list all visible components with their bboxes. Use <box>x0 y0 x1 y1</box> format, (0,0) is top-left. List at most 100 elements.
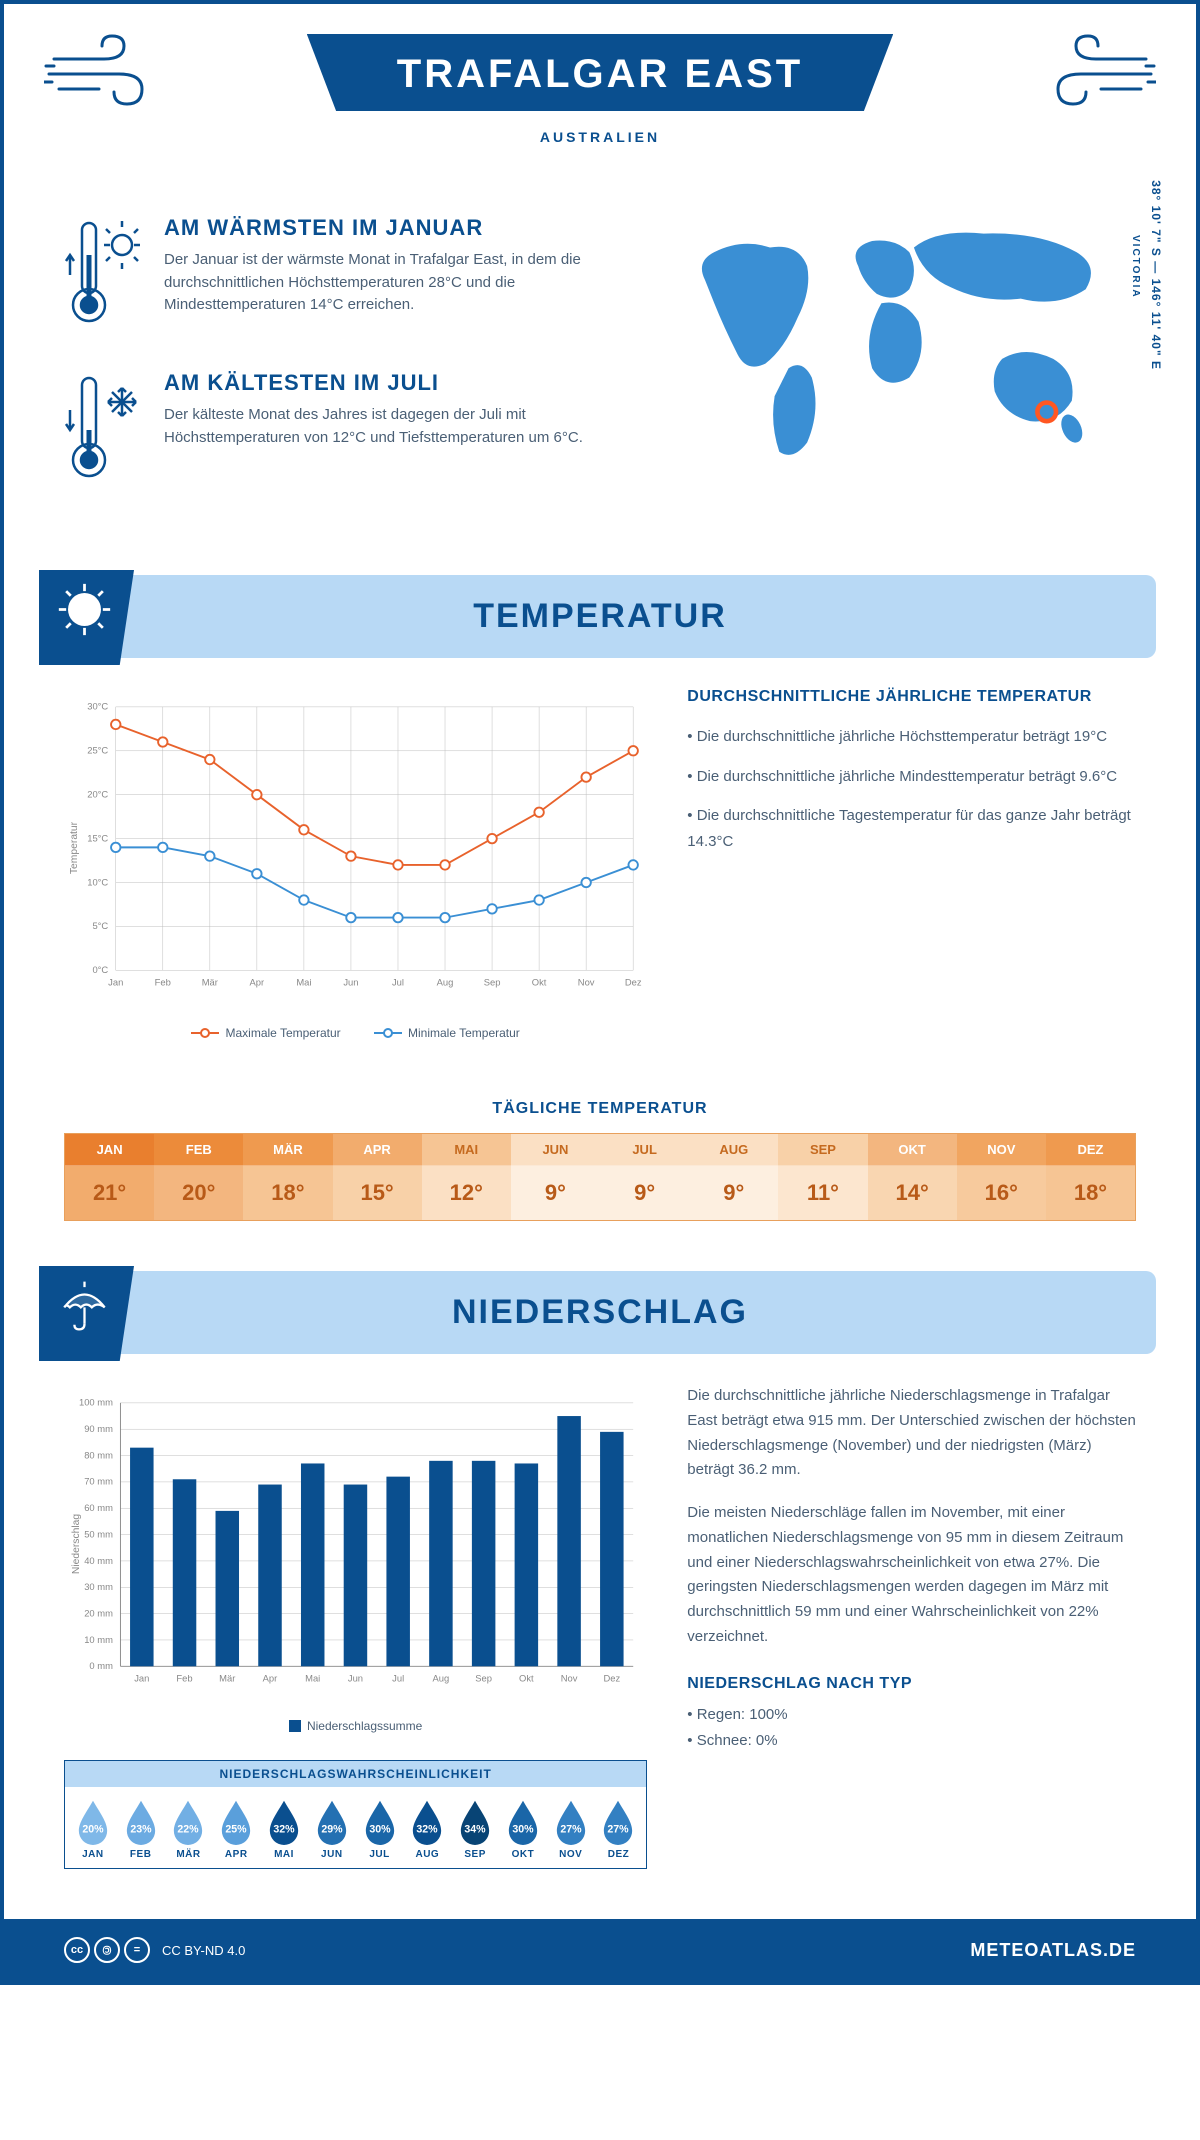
umbrella-icon <box>57 1278 112 1333</box>
svg-text:Feb: Feb <box>176 1672 192 1683</box>
svg-text:10°C: 10°C <box>87 876 108 887</box>
precip-para2: Die meisten Niederschläge fallen im Nove… <box>687 1501 1136 1650</box>
daily-cell: JAN21° <box>65 1134 154 1220</box>
precipitation-probability: NIEDERSCHLAGSWAHRSCHEINLICHKEIT 20%JAN23… <box>64 1760 647 1869</box>
wind-icon <box>1036 34 1156 114</box>
page-title: TRAFALGAR EAST <box>397 52 803 97</box>
svg-text:Dez: Dez <box>625 976 642 987</box>
svg-text:Niederschlag: Niederschlag <box>71 1514 82 1575</box>
daily-cell: MÄR18° <box>243 1134 332 1220</box>
svg-text:Jan: Jan <box>108 976 123 987</box>
svg-text:34%: 34% <box>465 1824 487 1836</box>
precip-legend-label: Niederschlagssumme <box>307 1719 422 1733</box>
temperature-heading: TEMPERATUR <box>44 597 1156 636</box>
svg-text:Okt: Okt <box>519 1672 534 1683</box>
svg-text:Apr: Apr <box>250 976 265 987</box>
svg-text:Nov: Nov <box>561 1672 578 1683</box>
probability-cell: 20%JAN <box>69 1799 117 1860</box>
title-banner: TRAFALGAR EAST <box>307 34 893 111</box>
svg-text:20 mm: 20 mm <box>84 1607 113 1618</box>
svg-text:100 mm: 100 mm <box>79 1397 113 1408</box>
svg-text:27%: 27% <box>560 1824 582 1836</box>
svg-text:Mai: Mai <box>305 1672 320 1683</box>
svg-text:10 mm: 10 mm <box>84 1634 113 1645</box>
probability-cell: 34%SEP <box>451 1799 499 1860</box>
probability-cell: 30%JUL <box>356 1799 404 1860</box>
probability-cell: 27%NOV <box>547 1799 595 1860</box>
svg-text:25°C: 25°C <box>87 745 108 756</box>
header: TRAFALGAR EAST AUSTRALIEN <box>4 4 1196 195</box>
temperature-summary: DURCHSCHNITTLICHE JÄHRLICHE TEMPERATUR •… <box>687 688 1136 1050</box>
svg-text:20%: 20% <box>82 1824 104 1836</box>
probability-cell: 27%DEZ <box>595 1799 643 1860</box>
daily-cell: JUL9° <box>600 1134 689 1220</box>
thermometer-sun-icon <box>64 215 144 335</box>
precipitation-summary: Die durchschnittliche jährliche Niedersc… <box>687 1384 1136 1869</box>
daily-cell: SEP11° <box>778 1134 867 1220</box>
warmest-fact: AM WÄRMSTEN IM JANUAR Der Januar ist der… <box>64 215 605 335</box>
svg-text:5°C: 5°C <box>92 920 108 931</box>
svg-text:Okt: Okt <box>532 976 547 987</box>
svg-text:Aug: Aug <box>437 976 454 987</box>
daily-temp-title: TÄGLICHE TEMPERATUR <box>4 1100 1196 1118</box>
svg-text:29%: 29% <box>321 1824 343 1836</box>
thermometer-snow-icon <box>64 370 144 490</box>
warmest-text: Der Januar ist der wärmste Monat in Traf… <box>164 249 605 317</box>
svg-text:Jun: Jun <box>343 976 358 987</box>
temp-desc-title: DURCHSCHNITTLICHE JÄHRLICHE TEMPERATUR <box>687 688 1136 706</box>
probability-cell: 30%OKT <box>499 1799 547 1860</box>
precipitation-chart: 0 mm10 mm20 mm30 mm40 mm50 mm60 mm70 mm8… <box>64 1384 647 1704</box>
svg-text:27%: 27% <box>608 1824 630 1836</box>
temperature-legend: Maximale Temperatur Minimale Temperatur <box>64 1013 647 1050</box>
svg-text:0°C: 0°C <box>92 964 108 975</box>
daily-temp-table: JAN21°FEB20°MÄR18°APR15°MAI12°JUN9°JUL9°… <box>64 1133 1136 1221</box>
cc-icon: cc🄯= <box>64 1937 150 1963</box>
svg-text:Jan: Jan <box>134 1672 149 1683</box>
sun-icon <box>57 582 112 637</box>
world-map <box>645 215 1136 475</box>
svg-text:50 mm: 50 mm <box>84 1528 113 1539</box>
svg-text:Jul: Jul <box>392 1672 404 1683</box>
svg-text:Nov: Nov <box>578 976 595 987</box>
probability-cell: 23%FEB <box>117 1799 165 1860</box>
daily-cell: NOV16° <box>957 1134 1046 1220</box>
svg-text:Mär: Mär <box>202 976 218 987</box>
svg-text:Jul: Jul <box>392 976 404 987</box>
coldest-title: AM KÄLTESTEN IM JULI <box>164 370 605 396</box>
probability-title: NIEDERSCHLAGSWAHRSCHEINLICHKEIT <box>65 1761 646 1787</box>
svg-text:60 mm: 60 mm <box>84 1502 113 1513</box>
footer: cc🄯= CC BY-ND 4.0 METEOATLAS.DE <box>4 1919 1196 1981</box>
precipitation-legend: Niederschlagssumme <box>64 1709 647 1745</box>
coldest-fact: AM KÄLTESTEN IM JULI Der kälteste Monat … <box>64 370 605 490</box>
country-subtitle: AUSTRALIEN <box>44 129 1156 145</box>
svg-text:15°C: 15°C <box>87 832 108 843</box>
daily-cell: JUN9° <box>511 1134 600 1220</box>
svg-text:32%: 32% <box>417 1824 439 1836</box>
probability-cell: 22%MÄR <box>165 1799 213 1860</box>
svg-text:30 mm: 30 mm <box>84 1581 113 1592</box>
legend-max-label: Maximale Temperatur <box>225 1026 340 1040</box>
daily-cell: APR15° <box>333 1134 422 1220</box>
svg-text:30%: 30% <box>369 1824 391 1836</box>
svg-text:32%: 32% <box>273 1824 295 1836</box>
precip-type-title: NIEDERSCHLAG NACH TYP <box>687 1675 1136 1693</box>
svg-text:Mai: Mai <box>296 976 311 987</box>
precip-type-snow: • Schnee: 0% <box>687 1729 1136 1754</box>
wind-icon <box>44 34 164 114</box>
precipitation-heading: NIEDERSCHLAG <box>44 1293 1156 1332</box>
svg-text:Jun: Jun <box>348 1672 363 1683</box>
probability-cell: 29%JUN <box>308 1799 356 1860</box>
svg-text:Dez: Dez <box>603 1672 620 1683</box>
svg-text:Sep: Sep <box>475 1672 492 1683</box>
temp-desc-b1: • Die durchschnittliche jährliche Höchst… <box>687 724 1136 750</box>
temp-desc-b3: • Die durchschnittliche Tagestemperatur … <box>687 803 1136 854</box>
warmest-title: AM WÄRMSTEN IM JANUAR <box>164 215 605 241</box>
probability-cell: 25%APR <box>212 1799 260 1860</box>
svg-text:Sep: Sep <box>484 976 501 987</box>
daily-cell: OKT14° <box>868 1134 957 1220</box>
temperature-chart: 0°C5°C10°C15°C20°C25°C30°CJanFebMärAprMa… <box>64 688 647 1050</box>
svg-text:20°C: 20°C <box>87 789 108 800</box>
daily-cell: DEZ18° <box>1046 1134 1135 1220</box>
svg-text:40 mm: 40 mm <box>84 1555 113 1566</box>
intro-row: AM WÄRMSTEN IM JANUAR Der Januar ist der… <box>4 195 1196 565</box>
